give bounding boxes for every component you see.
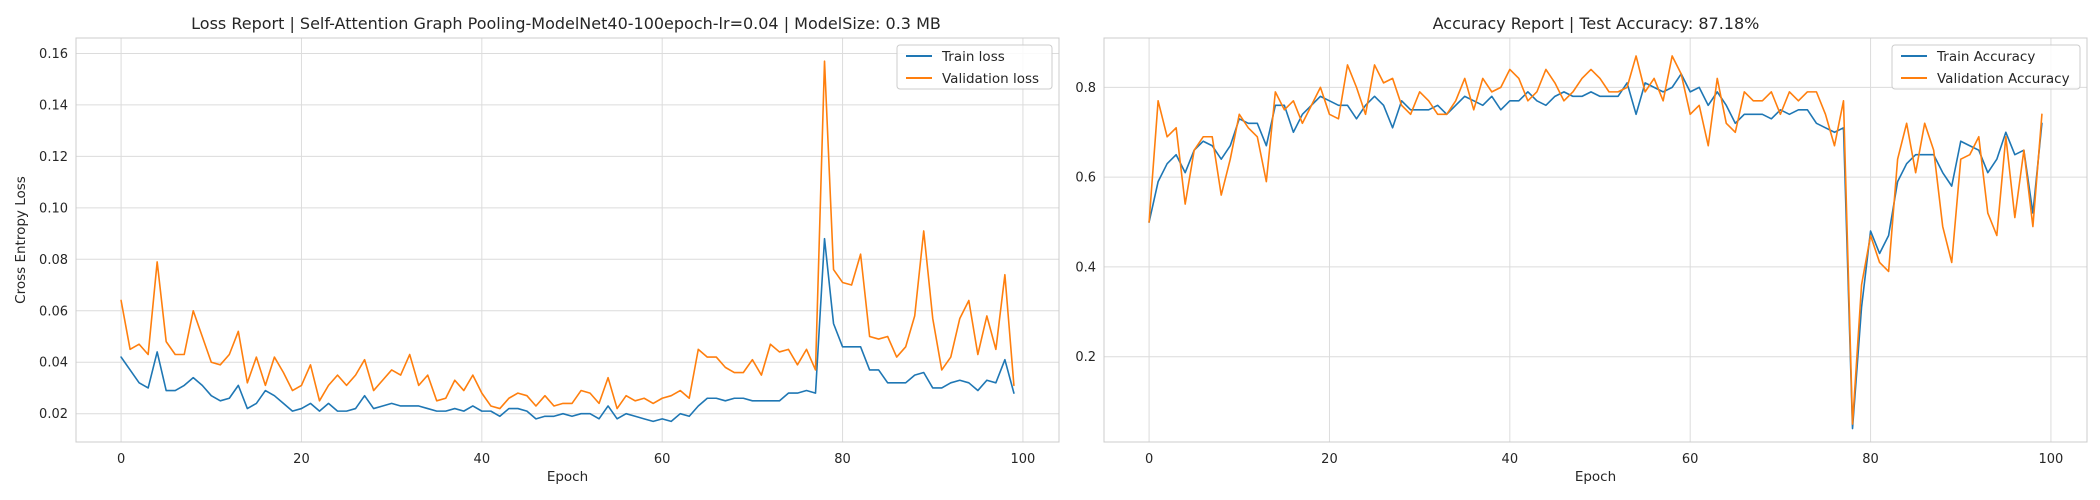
accuracy-legend-label-train: Train Accuracy: [1936, 49, 2035, 65]
loss-chart-series: [120, 60, 1015, 423]
accuracy-chart: Accuracy Report | Test Accuracy: 87.18% …: [1075, 14, 2088, 485]
accuracy-chart-series: [1148, 55, 2043, 430]
accuracy-chart-frame: [1103, 37, 2088, 443]
accuracy-x-tick-label: 60: [1682, 452, 1699, 467]
accuracy-y-tick-label: 0.4: [1075, 260, 1096, 275]
accuracy-y-tick-label: 0.2: [1075, 350, 1096, 365]
loss-x-tick-label: 80: [834, 452, 851, 467]
accuracy-legend-box: [1891, 44, 2081, 90]
accuracy-x-tick-label: 40: [1502, 452, 1519, 467]
loss-x-tick-label: 20: [293, 452, 310, 467]
accuracy-y-tick-label: 0.6: [1075, 171, 1096, 186]
accuracy-legend-label-validation: Validation Accuracy: [1937, 71, 2070, 87]
loss-y-tick-label: 0.06: [39, 304, 68, 319]
accuracy-x-tick-label: 100: [2039, 452, 2064, 467]
loss-y-tick-label: 0.12: [39, 150, 68, 165]
loss-y-tick-label: 0.14: [39, 98, 68, 113]
loss-y-tick-label: 0.10: [39, 201, 68, 216]
loss-y-tick-label: 0.16: [39, 47, 68, 62]
loss-chart: Loss Report | Self-Attention Graph Pooli…: [13, 14, 1060, 485]
loss-y-tick-label: 0.04: [39, 356, 68, 371]
loss-chart-y-label: Cross Entropy Loss: [13, 176, 29, 304]
loss-series-train-loss-line: [120, 237, 1015, 423]
loss-series-validation-loss-line: [120, 60, 1015, 410]
loss-legend-label-train: Train loss: [941, 49, 1005, 65]
loss-x-tick-label: 0: [117, 452, 125, 467]
loss-y-tick-label: 0.02: [39, 407, 68, 422]
loss-x-tick-label: 40: [474, 452, 491, 467]
loss-chart-title: Loss Report | Self-Attention Graph Pooli…: [191, 14, 941, 33]
loss-legend-box: [896, 44, 1053, 90]
loss-chart-grid: [76, 38, 1059, 442]
accuracy-x-tick-label: 20: [1321, 452, 1338, 467]
accuracy-series-validation-accuracy-line: [1148, 55, 2043, 425]
loss-x-tick-label: 100: [1011, 452, 1036, 467]
accuracy-x-tick-label: 80: [1862, 452, 1879, 467]
loss-chart-frame: [75, 37, 1060, 443]
accuracy-y-tick-label: 0.8: [1075, 81, 1096, 96]
accuracy-chart-legend: Train Accuracy Validation Accuracy: [1891, 44, 2081, 90]
loss-y-tick-label: 0.08: [39, 253, 68, 268]
loss-chart-x-label: Epoch: [547, 469, 588, 485]
accuracy-chart-grid: [1104, 38, 2087, 442]
loss-chart-legend: Train loss Validation loss: [896, 44, 1053, 90]
accuracy-x-tick-label: 0: [1145, 452, 1153, 467]
loss-x-tick-label: 60: [654, 452, 671, 467]
loss-chart-ticks: 0 20 40 60 80 100 0.02 0.04 0.06 0.08 0.10 0.12 0.14…: [39, 47, 1035, 467]
loss-legend-label-validation: Validation loss: [942, 71, 1039, 87]
accuracy-chart-ticks: 0 20 40 60 80 100 0.2 0.4 0.6 0.8: [1075, 81, 2063, 467]
accuracy-chart-title: Accuracy Report | Test Accuracy: 87.18%: [1433, 14, 1760, 33]
accuracy-chart-x-label: Epoch: [1575, 469, 1616, 485]
